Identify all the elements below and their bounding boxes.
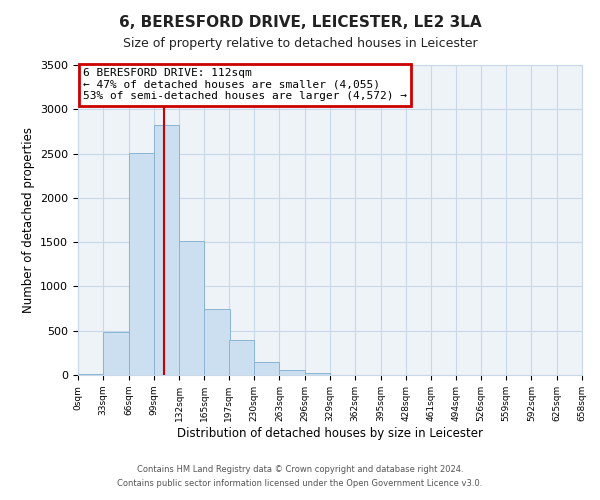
Text: 6, BERESFORD DRIVE, LEICESTER, LE2 3LA: 6, BERESFORD DRIVE, LEICESTER, LE2 3LA <box>119 15 481 30</box>
Bar <box>305 373 330 375</box>
Bar <box>280 370 305 375</box>
Bar <box>128 152 154 375</box>
X-axis label: Distribution of detached houses by size in Leicester: Distribution of detached houses by size … <box>177 426 483 440</box>
Bar <box>229 340 254 375</box>
Bar <box>179 242 205 375</box>
Bar <box>78 374 103 375</box>
Bar <box>205 310 230 375</box>
Text: 6 BERESFORD DRIVE: 112sqm
← 47% of detached houses are smaller (4,055)
53% of se: 6 BERESFORD DRIVE: 112sqm ← 47% of detac… <box>83 68 407 102</box>
Text: Size of property relative to detached houses in Leicester: Size of property relative to detached ho… <box>122 38 478 51</box>
Text: Contains HM Land Registry data © Crown copyright and database right 2024.
Contai: Contains HM Land Registry data © Crown c… <box>118 466 482 487</box>
Bar <box>154 125 179 375</box>
Bar <box>254 362 280 375</box>
Bar <box>103 332 128 375</box>
Y-axis label: Number of detached properties: Number of detached properties <box>22 127 35 313</box>
